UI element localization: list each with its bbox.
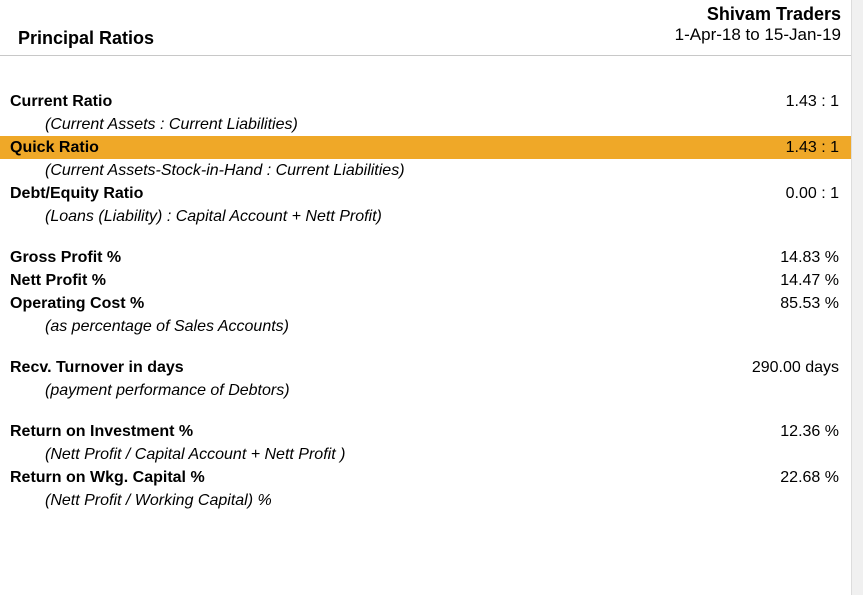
gross-profit-value: 14.83 % [780,246,841,269]
nett-profit-row[interactable]: Nett Profit % 14.47 % [0,269,851,292]
recv-turnover-value: 290.00 days [752,356,841,379]
header-right: Shivam Traders 1-Apr-18 to 15-Jan-19 [675,4,841,49]
recv-turnover-desc-row: (payment performance of Debtors) [0,379,851,402]
current-ratio-label: Current Ratio [10,90,786,113]
quick-ratio-label: Quick Ratio [10,136,786,159]
operating-cost-value: 85.53 % [780,292,841,315]
rowc-value: 22.68 % [780,466,841,489]
company-name: Shivam Traders [675,4,841,25]
roi-label: Return on Investment % [10,420,780,443]
gross-profit-row[interactable]: Gross Profit % 14.83 % [0,246,851,269]
gross-profit-label: Gross Profit % [10,246,780,269]
scrollbar[interactable] [851,0,863,595]
report-header: Principal Ratios Shivam Traders 1-Apr-18… [0,0,851,56]
report-content: Current Ratio 1.43 : 1 (Current Assets :… [0,56,851,512]
report-period: 1-Apr-18 to 15-Jan-19 [675,25,841,45]
current-ratio-value: 1.43 : 1 [786,90,841,113]
recv-turnover-row[interactable]: Recv. Turnover in days 290.00 days [0,356,851,379]
current-ratio-row[interactable]: Current Ratio 1.43 : 1 [0,90,851,113]
debt-equity-desc-row: (Loans (Liability) : Capital Account + N… [0,205,851,228]
roi-desc-row: (Nett Profit / Capital Account + Nett Pr… [0,443,851,466]
recv-turnover-label: Recv. Turnover in days [10,356,752,379]
profit-desc-row: (as percentage of Sales Accounts) [0,315,851,338]
debt-equity-label: Debt/Equity Ratio [10,182,786,205]
quick-ratio-desc-row: (Current Assets-Stock-in-Hand : Current … [0,159,851,182]
rowc-desc: (Nett Profit / Working Capital) % [10,489,841,512]
recv-turnover-desc: (payment performance of Debtors) [10,379,841,402]
nett-profit-label: Nett Profit % [10,269,780,292]
report-title: Principal Ratios [18,4,675,49]
rowc-label: Return on Wkg. Capital % [10,466,780,489]
profit-desc: (as percentage of Sales Accounts) [10,315,841,338]
rowc-row[interactable]: Return on Wkg. Capital % 22.68 % [0,466,851,489]
report-container: Principal Ratios Shivam Traders 1-Apr-18… [0,0,851,512]
operating-cost-label: Operating Cost % [10,292,780,315]
current-ratio-desc: (Current Assets : Current Liabilities) [10,113,841,136]
roi-row[interactable]: Return on Investment % 12.36 % [0,420,851,443]
operating-cost-row[interactable]: Operating Cost % 85.53 % [0,292,851,315]
nett-profit-value: 14.47 % [780,269,841,292]
quick-ratio-row[interactable]: Quick Ratio 1.43 : 1 [0,136,851,159]
roi-value: 12.36 % [780,420,841,443]
debt-equity-desc: (Loans (Liability) : Capital Account + N… [10,205,841,228]
current-ratio-desc-row: (Current Assets : Current Liabilities) [0,113,851,136]
debt-equity-value: 0.00 : 1 [786,182,841,205]
debt-equity-row[interactable]: Debt/Equity Ratio 0.00 : 1 [0,182,851,205]
rowc-desc-row: (Nett Profit / Working Capital) % [0,489,851,512]
quick-ratio-desc: (Current Assets-Stock-in-Hand : Current … [10,159,841,182]
roi-desc: (Nett Profit / Capital Account + Nett Pr… [10,443,841,466]
quick-ratio-value: 1.43 : 1 [786,136,841,159]
